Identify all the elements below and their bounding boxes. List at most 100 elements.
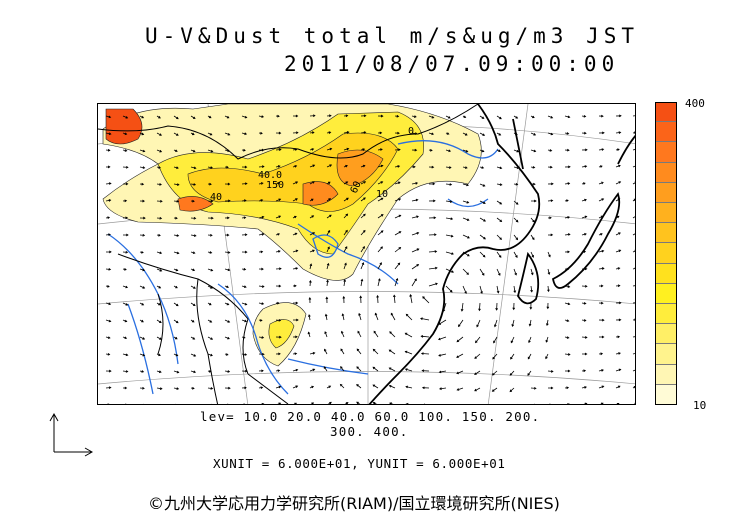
copyright-credit: ©九州大学応用力学研究所(RIAM)/国立環境研究所(NIES) [148, 494, 560, 513]
wind-vector [224, 268, 231, 272]
wind-vector [376, 294, 379, 304]
wind-vector [437, 336, 447, 341]
wind-vector [122, 285, 129, 289]
wind-vector [241, 386, 247, 390]
wind-vector [324, 348, 328, 355]
wind-vector [224, 319, 231, 323]
wind-vector [293, 318, 299, 322]
wind-vector [173, 336, 178, 340]
wind-vector [547, 369, 554, 373]
wind-vector [394, 214, 402, 219]
wind-vector [207, 115, 212, 119]
wind-vector [598, 385, 605, 389]
wind-vector [173, 216, 178, 220]
wind-vector [445, 183, 453, 186]
wind-vector [615, 385, 621, 389]
wind-vector [389, 331, 396, 338]
wind-vector [258, 386, 264, 390]
wind-vector [615, 215, 620, 219]
wind-vector [139, 182, 145, 186]
wind-vector [309, 385, 315, 389]
wind-vector [598, 215, 604, 219]
wind-vector [190, 132, 195, 136]
wind-vector [173, 387, 180, 390]
wind-vector [241, 302, 248, 306]
wind-vector [275, 385, 282, 389]
wind-vector [456, 353, 464, 358]
wind-vector [139, 149, 146, 153]
wind-vector [548, 386, 554, 390]
wind-vector [462, 166, 468, 169]
wind-vector [342, 295, 346, 304]
wind-vector [462, 183, 469, 187]
levels-line1: lev= 10.0 20.0 40.0 60.0 100. 150. 200. [200, 409, 541, 424]
wind-vector [530, 251, 534, 258]
wind-vector [105, 352, 111, 356]
wind-vector [598, 352, 604, 356]
wind-vector [411, 165, 416, 169]
wind-vector [462, 251, 470, 257]
wind-vector [173, 149, 178, 152]
wind-vector [325, 296, 329, 304]
wind-vector [632, 181, 635, 185]
wind-vector [190, 115, 196, 119]
wind-vector [581, 148, 588, 152]
wind-vector [598, 249, 605, 253]
wind-vector [615, 335, 621, 339]
dust-map: 40.0 150 60 40 10 0 [97, 103, 636, 405]
wind-vector [462, 149, 469, 153]
wind-vector [632, 267, 635, 270]
wind-vector [360, 181, 367, 185]
wind-vector [190, 251, 196, 254]
wind-vector [442, 302, 447, 312]
wind-vector [475, 336, 481, 344]
wind-vector [528, 336, 532, 344]
wind-vector [105, 336, 111, 339]
wind-vector [479, 217, 486, 222]
wind-vector [632, 115, 635, 117]
wind-vector [428, 148, 433, 152]
wind-vector [600, 402, 604, 404]
colorbar-max-label: 400 [685, 97, 705, 110]
wind-vector [632, 318, 635, 322]
wind-vector [308, 280, 312, 287]
wind-vector [409, 294, 413, 304]
wind-vector [105, 115, 112, 119]
wind-vector [564, 233, 571, 236]
wind-vector [224, 115, 230, 119]
wind-vector [224, 199, 231, 203]
wind-vector [581, 318, 587, 322]
wind-vector [224, 149, 231, 153]
wind-vector [421, 386, 430, 390]
wind-vector [173, 183, 180, 186]
wind-vector [615, 249, 622, 253]
wind-vector [258, 352, 265, 356]
wind-vector [139, 115, 145, 119]
wind-vector [517, 403, 518, 404]
wind-vector [428, 165, 435, 169]
wind-vector [392, 294, 396, 304]
wind-vector [207, 302, 212, 306]
wind-vector [241, 336, 246, 339]
wind-vector [478, 302, 481, 312]
wind-vector [529, 302, 533, 310]
wind-vector [292, 131, 299, 135]
wind-vector [309, 164, 316, 168]
wind-vector [139, 353, 146, 357]
wind-vector [534, 403, 535, 404]
wind-vector [438, 370, 447, 374]
dust-field [102, 104, 482, 367]
wind-vector [261, 402, 265, 404]
wind-vector [207, 182, 212, 186]
wind-vector [394, 198, 402, 202]
wind-vector [632, 353, 635, 355]
wind-vector [139, 233, 146, 237]
wind-vector [156, 216, 163, 220]
wind-vector [509, 370, 515, 376]
wind-vector [390, 312, 396, 321]
wind-vector [445, 149, 452, 153]
wind-vector [173, 319, 179, 324]
wind-vector [139, 370, 145, 373]
wind-vector [190, 216, 197, 220]
wind-vector [411, 264, 420, 270]
